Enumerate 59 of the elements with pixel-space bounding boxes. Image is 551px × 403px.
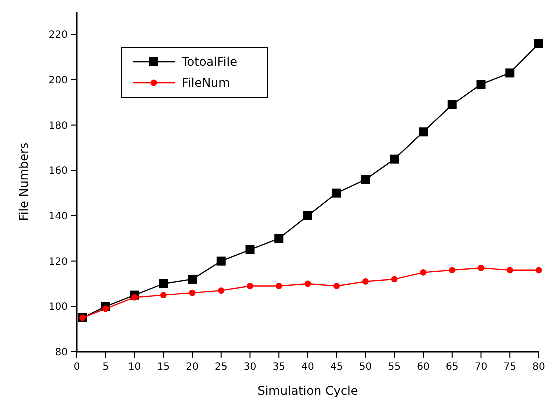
point bbox=[334, 283, 340, 290]
x-tick-label: 75 bbox=[504, 362, 516, 373]
point bbox=[188, 274, 197, 284]
point bbox=[218, 288, 225, 294]
point bbox=[534, 39, 544, 48]
point bbox=[304, 212, 312, 220]
point bbox=[159, 280, 168, 288]
y-tick-label: 140 bbox=[48, 212, 68, 222]
point bbox=[476, 80, 486, 90]
x-tick-label: 45 bbox=[330, 362, 344, 373]
y-tick-label: 200 bbox=[48, 76, 68, 86]
point bbox=[506, 267, 514, 274]
point bbox=[506, 68, 515, 78]
x-tick-label: 30 bbox=[244, 362, 257, 373]
x-tick-label: 55 bbox=[388, 362, 401, 373]
point bbox=[332, 188, 342, 198]
y-tick-label: 160 bbox=[48, 166, 68, 178]
point bbox=[390, 154, 400, 164]
point bbox=[132, 294, 138, 301]
y-axis-title: File Numbers bbox=[17, 142, 31, 222]
point bbox=[420, 269, 427, 276]
point bbox=[304, 280, 312, 288]
y-tick-label: 180 bbox=[48, 120, 68, 132]
point bbox=[276, 283, 282, 290]
point bbox=[160, 292, 167, 299]
point bbox=[216, 256, 226, 266]
point bbox=[189, 290, 196, 296]
x-tick-label: 10 bbox=[128, 362, 142, 373]
x-tick-label: 35 bbox=[272, 362, 286, 373]
y-tick-label: 100 bbox=[48, 302, 68, 314]
point bbox=[102, 306, 110, 312]
x-tick-label: 5 bbox=[102, 362, 110, 373]
x-tick-label: 15 bbox=[157, 362, 170, 373]
y-tick-label: 220 bbox=[48, 30, 68, 42]
legend-label: FileNum bbox=[182, 76, 230, 90]
point bbox=[246, 246, 255, 254]
point bbox=[536, 267, 542, 274]
point bbox=[362, 278, 369, 285]
legend-label: TotoalFile bbox=[181, 55, 238, 70]
x-tick-label: 50 bbox=[359, 362, 372, 373]
x-tick-label: 65 bbox=[446, 362, 459, 373]
point bbox=[478, 264, 484, 272]
point bbox=[361, 175, 370, 184]
point bbox=[448, 100, 457, 110]
x-tick-label: 80 bbox=[532, 362, 546, 373]
point bbox=[247, 283, 254, 290]
point bbox=[274, 234, 284, 244]
x-tick-label: 25 bbox=[215, 362, 228, 373]
x-tick-label: 0 bbox=[74, 362, 80, 373]
point bbox=[449, 267, 456, 274]
y-tick-label: 120 bbox=[48, 256, 68, 268]
point bbox=[419, 128, 428, 137]
x-tick-label: 40 bbox=[302, 362, 314, 373]
point bbox=[391, 276, 398, 283]
y-tick-label: 80 bbox=[55, 348, 68, 358]
x-tick-label: 20 bbox=[186, 362, 199, 373]
x-axis-title: Simulation Cycle bbox=[258, 384, 358, 398]
x-tick-label: 70 bbox=[474, 362, 488, 373]
x-tick-label: 60 bbox=[417, 362, 430, 373]
